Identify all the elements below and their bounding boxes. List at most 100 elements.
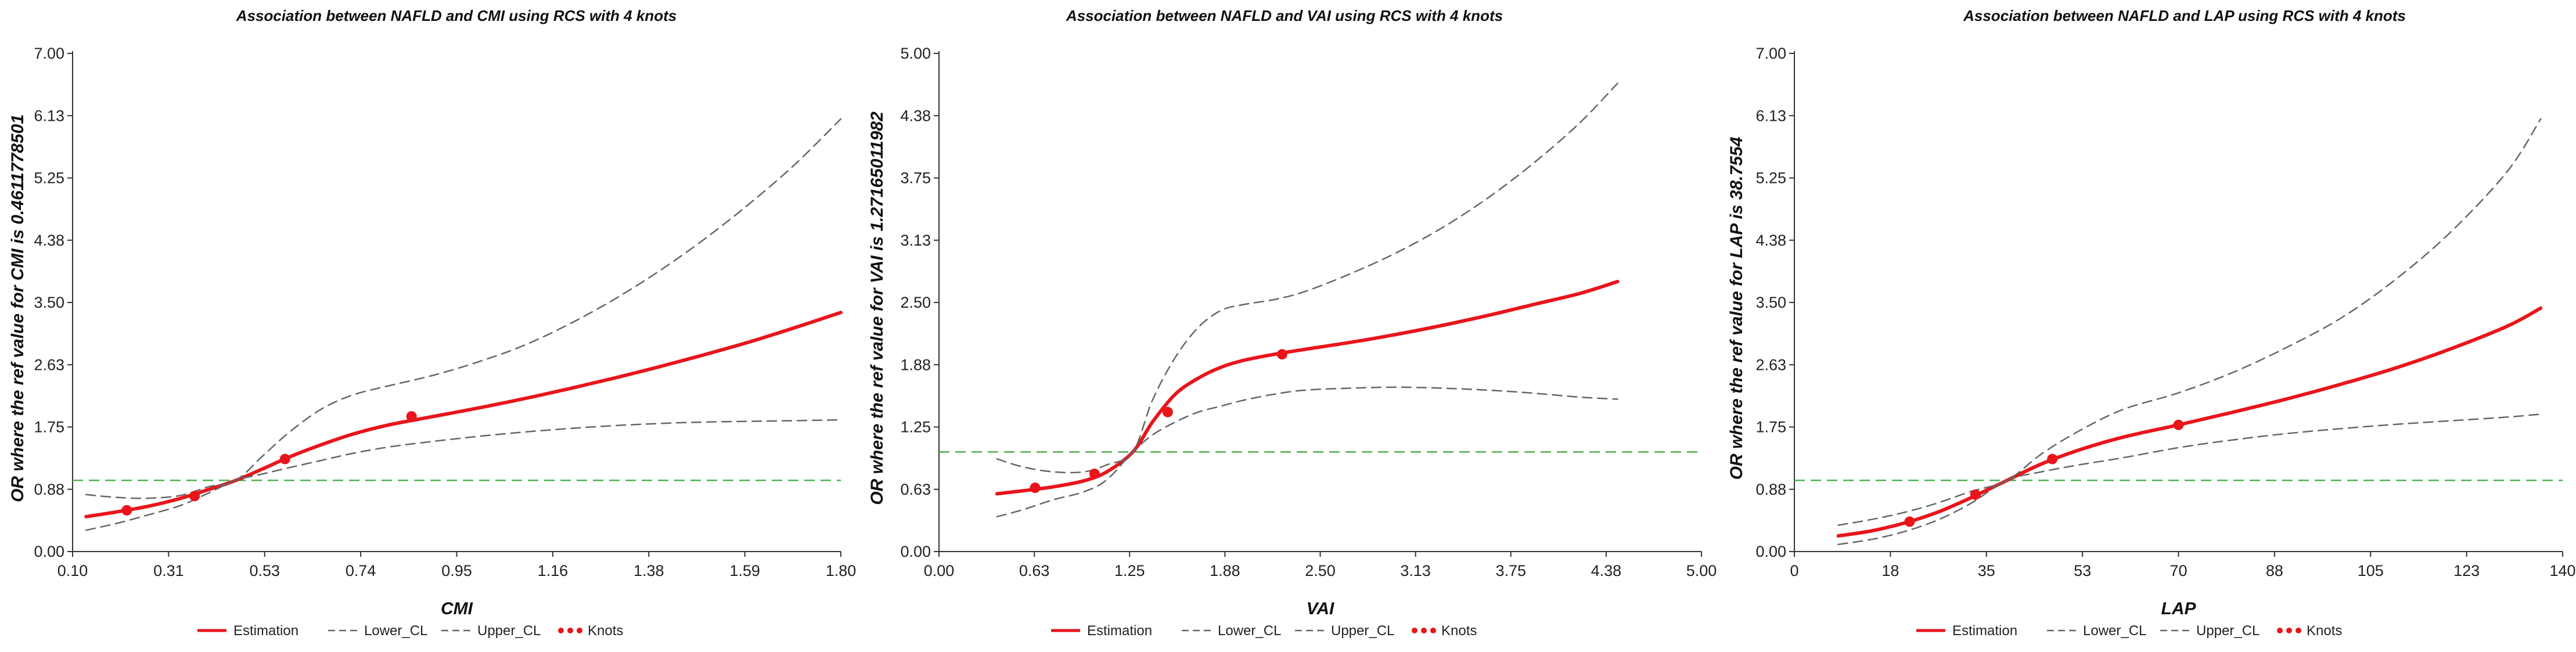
x-tick-label: 53 <box>2074 562 2091 579</box>
legend-knots-symbol <box>2286 628 2292 633</box>
chart-panel-1: Association between NAFLD and CMI using … <box>8 7 856 639</box>
x-tick-label: 4.38 <box>1591 562 1622 579</box>
y-tick-label: 5.25 <box>34 170 64 187</box>
x-tick-label: 18 <box>1881 562 1899 579</box>
x-tick-label: 70 <box>2170 562 2187 579</box>
y-tick-label: 0.00 <box>900 543 931 560</box>
legend-knots-symbol <box>577 628 582 633</box>
chart-title: Association between NAFLD and VAI using … <box>1066 7 1503 24</box>
y-axis-label: OR where the ref value for CMI is 0.4611… <box>8 114 27 502</box>
y-tick-label: 1.75 <box>34 419 64 436</box>
x-axis-label: LAP <box>2161 599 2197 618</box>
y-tick-label: 6.13 <box>34 107 64 124</box>
y-tick-label: 2.63 <box>34 356 64 373</box>
x-tick-label: 2.50 <box>1305 562 1336 579</box>
legend-label: Upper_CL <box>1331 623 1394 639</box>
x-tick-label: 0.10 <box>57 562 88 579</box>
y-tick-label: 0.63 <box>900 481 931 498</box>
y-tick-label: 5.00 <box>900 45 931 62</box>
x-axis-label: VAI <box>1307 599 1334 618</box>
y-tick-label: 2.50 <box>900 294 931 311</box>
x-tick-label: 105 <box>2358 562 2384 579</box>
upper-cl-line <box>1837 118 2542 526</box>
y-tick-label: 1.88 <box>900 356 931 373</box>
knot-point <box>406 411 417 422</box>
y-tick-label: 4.38 <box>900 107 931 124</box>
knot-point <box>279 453 290 464</box>
y-tick-label: 1.25 <box>900 419 931 436</box>
legend-label: Knots <box>2307 623 2342 639</box>
x-tick-label: 0.31 <box>153 562 184 579</box>
lower-cl-line <box>1837 413 2542 545</box>
legend-label: Lower_CL <box>364 623 427 639</box>
legend-label: Upper_CL <box>477 623 541 639</box>
chart-panel-3: Association between NAFLD and LAP using … <box>1727 7 2576 639</box>
y-tick-label: 1.75 <box>1755 419 1786 436</box>
x-tick-label: 140 <box>2549 562 2575 579</box>
y-tick-label: 3.13 <box>900 232 931 249</box>
x-tick-label: 5.00 <box>1686 562 1717 579</box>
x-tick-label: 1.88 <box>1210 562 1240 579</box>
estimation-line <box>1836 306 2543 538</box>
knot-point <box>2047 453 2058 464</box>
y-tick-label: 6.13 <box>1755 107 1786 124</box>
x-tick-label: 0 <box>1790 562 1798 579</box>
legend-label: Knots <box>1441 623 1477 639</box>
lower-cl-line <box>996 386 1618 518</box>
x-tick-label: 35 <box>1978 562 1995 579</box>
x-tick-label: 3.75 <box>1495 562 1526 579</box>
x-tick-label: 0.00 <box>924 562 955 579</box>
knot-point <box>1970 489 1981 500</box>
knot-point <box>1276 349 1287 360</box>
knot-point <box>2173 419 2184 430</box>
x-tick-label: 0.63 <box>1019 562 1050 579</box>
y-tick-label: 5.25 <box>1755 170 1786 187</box>
x-tick-label: 1.59 <box>729 562 760 579</box>
y-tick-label: 4.38 <box>1755 232 1786 249</box>
legend-knots-symbol <box>1421 628 1427 633</box>
legend-knots-symbol <box>567 628 573 633</box>
legend-label: Estimation <box>1952 623 2017 639</box>
x-tick-label: 1.16 <box>538 562 569 579</box>
legend-knots-symbol <box>558 628 564 633</box>
legend: Estimation Lower_CL Upper_CL Knots <box>1916 623 2342 639</box>
y-tick-label: 7.00 <box>1755 45 1786 62</box>
legend-knots-symbol <box>1412 628 1417 633</box>
x-tick-label: 0.74 <box>346 562 376 579</box>
knot-point <box>1089 469 1100 480</box>
legend: Estimation Lower_CL Upper_CL Knots <box>1051 623 1477 639</box>
y-axis-label: OR where the ref value for VAI is 1.2716… <box>868 111 887 505</box>
y-tick-label: 0.88 <box>34 481 64 498</box>
x-tick-label: 0.53 <box>249 562 280 579</box>
y-axis-label: OR where the ref value for LAP is 38.755… <box>1727 136 1746 480</box>
y-tick-label: 3.50 <box>1755 294 1786 311</box>
legend-knots-symbol <box>2296 628 2301 633</box>
knot-point <box>189 491 200 502</box>
legend: Estimation Lower_CL Upper_CL Knots <box>197 623 623 639</box>
y-tick-label: 0.00 <box>34 543 64 560</box>
lower-cl-line <box>85 419 842 531</box>
x-tick-label: 1.38 <box>634 562 664 579</box>
upper-cl-line <box>85 118 842 499</box>
legend-label: Knots <box>588 623 623 639</box>
chart-title: Association between NAFLD and LAP using … <box>1963 7 2406 24</box>
knot-point <box>121 505 132 516</box>
x-tick-label: 1.25 <box>1114 562 1145 579</box>
x-tick-label: 0.95 <box>441 562 472 579</box>
y-tick-label: 3.50 <box>34 294 64 311</box>
legend-label: Lower_CL <box>2083 623 2146 639</box>
x-tick-label: 88 <box>2266 562 2283 579</box>
estimation-line <box>995 280 1620 496</box>
knot-point <box>1162 406 1173 417</box>
y-tick-label: 4.38 <box>34 232 64 249</box>
x-tick-label: 123 <box>2453 562 2480 579</box>
y-tick-label: 3.75 <box>900 170 931 187</box>
y-tick-label: 0.00 <box>1755 543 1786 560</box>
x-tick-label: 1.80 <box>826 562 857 579</box>
legend-label: Estimation <box>1087 623 1152 639</box>
y-tick-label: 2.63 <box>1755 356 1786 373</box>
legend-label: Estimation <box>233 623 298 639</box>
y-tick-label: 7.00 <box>34 45 64 62</box>
